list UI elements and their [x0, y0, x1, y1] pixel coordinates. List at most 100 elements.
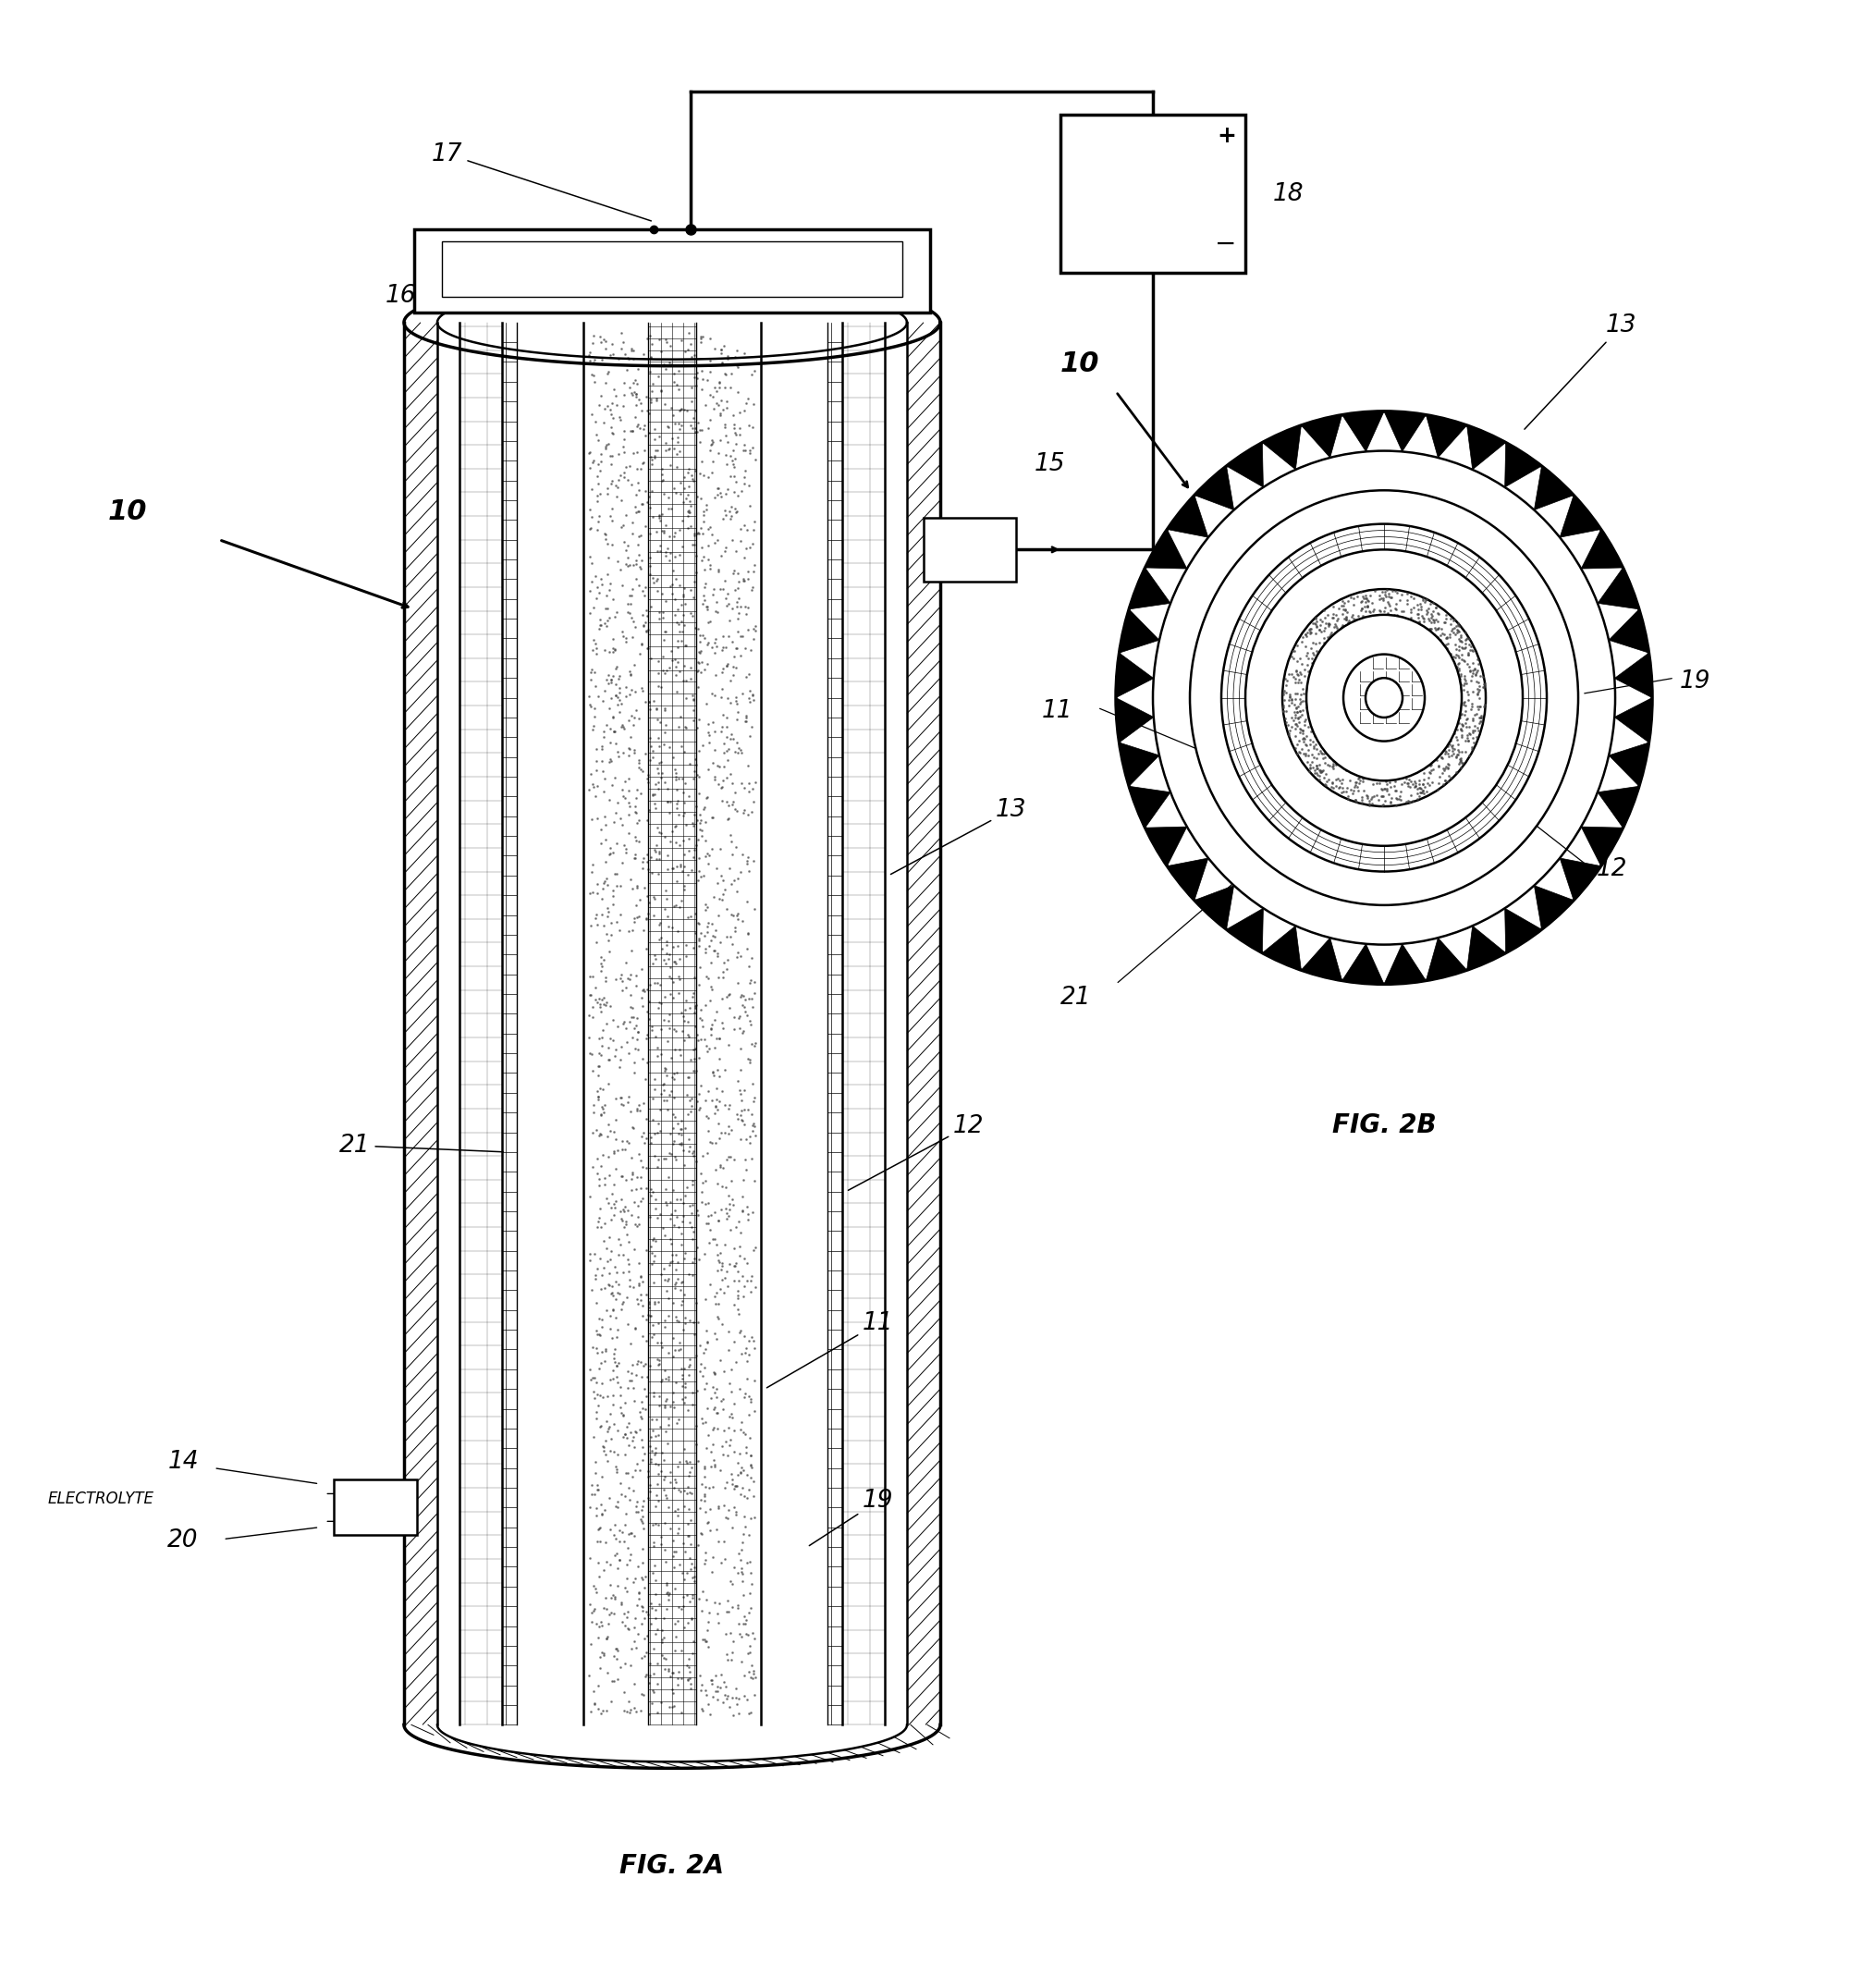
Point	[642, 694, 672, 726]
Point	[1326, 767, 1356, 799]
Point	[650, 656, 680, 688]
Point	[693, 1392, 722, 1423]
Point	[1303, 614, 1333, 646]
Point	[663, 785, 693, 817]
Point	[650, 710, 680, 742]
Point	[683, 362, 713, 394]
Point	[678, 1189, 708, 1221]
Point	[592, 986, 622, 1018]
Point	[573, 1022, 603, 1054]
Point	[1471, 688, 1501, 720]
Point	[587, 437, 616, 469]
Point	[1465, 702, 1495, 734]
Point	[613, 1308, 642, 1340]
Point	[721, 465, 750, 497]
Point	[683, 1199, 713, 1231]
Point	[605, 1525, 635, 1557]
Point	[575, 1038, 605, 1070]
Point	[654, 481, 683, 513]
Point	[579, 1421, 609, 1453]
Point	[1294, 642, 1324, 674]
Point	[715, 459, 745, 491]
Point	[1289, 724, 1318, 755]
Point	[637, 443, 667, 475]
Point	[698, 579, 728, 610]
Point	[581, 746, 611, 777]
Point	[1303, 749, 1333, 781]
Point	[592, 358, 622, 390]
Point	[641, 787, 670, 819]
Point	[670, 1237, 700, 1268]
Point	[1447, 747, 1477, 779]
Point	[657, 1127, 687, 1159]
Point	[663, 421, 693, 453]
Point	[668, 799, 698, 831]
Point	[1430, 602, 1460, 634]
Point	[639, 1308, 668, 1340]
Point	[739, 1501, 769, 1533]
Point	[1415, 612, 1445, 644]
Point	[704, 1107, 734, 1139]
Point	[616, 1199, 646, 1231]
Point	[704, 1606, 734, 1638]
Point	[1469, 668, 1499, 700]
Point	[1356, 596, 1385, 628]
Point	[709, 1117, 739, 1149]
Point	[1300, 753, 1329, 785]
Point	[1281, 732, 1311, 763]
Point	[637, 1435, 667, 1467]
Polygon shape	[1560, 495, 1601, 537]
Point	[650, 1642, 680, 1674]
Point	[635, 968, 665, 1000]
Point	[680, 612, 709, 644]
Point	[732, 702, 762, 734]
Point	[698, 425, 728, 457]
Point	[1443, 614, 1473, 646]
Point	[734, 799, 763, 831]
Point	[706, 481, 735, 513]
Point	[650, 1356, 680, 1388]
Point	[721, 686, 750, 718]
Point	[654, 911, 683, 942]
Point	[709, 1415, 739, 1447]
Point	[575, 1244, 605, 1276]
Point	[730, 1382, 760, 1413]
Point	[652, 433, 681, 465]
Point	[1447, 620, 1477, 652]
Point	[665, 1274, 695, 1306]
Point	[693, 1326, 722, 1358]
Point	[1322, 612, 1352, 644]
Point	[620, 889, 650, 920]
Point	[624, 1034, 654, 1066]
Point	[1268, 690, 1298, 722]
Point	[652, 1592, 681, 1624]
Point	[644, 324, 674, 356]
Point	[594, 1159, 624, 1191]
Point	[1305, 753, 1335, 785]
Point	[739, 1332, 769, 1364]
Point	[1415, 757, 1445, 789]
Point	[739, 1364, 769, 1396]
Point	[624, 744, 654, 775]
Point	[620, 1453, 650, 1485]
Point	[1294, 656, 1324, 688]
Point	[1318, 602, 1348, 634]
Point	[622, 1632, 652, 1664]
Point	[687, 815, 717, 847]
Point	[641, 1020, 670, 1052]
Point	[702, 1074, 732, 1105]
Point	[644, 602, 674, 634]
Point	[708, 785, 737, 817]
Point	[616, 1517, 646, 1549]
Point	[1447, 720, 1477, 751]
Point	[708, 1171, 737, 1203]
Point	[661, 1056, 691, 1087]
Point	[691, 1624, 721, 1656]
Point	[722, 795, 752, 827]
Point	[674, 485, 704, 517]
Point	[702, 1093, 732, 1125]
Point	[629, 433, 659, 465]
Point	[722, 1274, 752, 1306]
Point	[704, 1085, 734, 1117]
Point	[721, 1471, 750, 1503]
